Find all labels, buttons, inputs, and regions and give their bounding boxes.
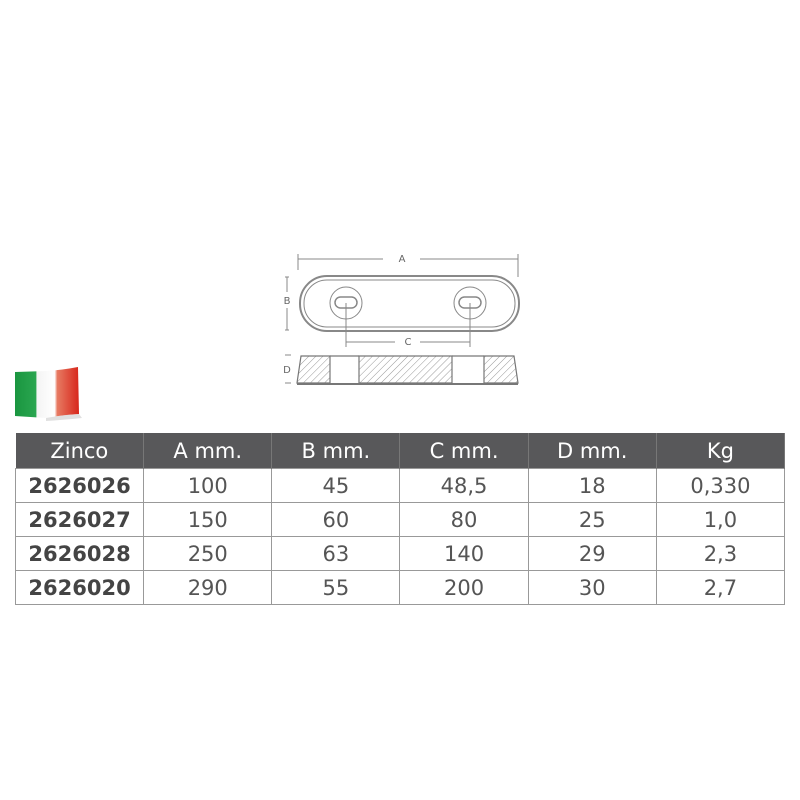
product-code-cell: 2626028 bbox=[14, 536, 145, 571]
table-row: 2626027 150 60 80 25 1,0 bbox=[14, 502, 786, 537]
table-cell: 2,7 bbox=[655, 570, 786, 605]
column-header: Kg bbox=[656, 433, 786, 469]
dimension-label-a: A bbox=[399, 254, 406, 265]
table-cell: 29 bbox=[527, 536, 657, 571]
table-cell: 63 bbox=[271, 536, 401, 571]
table-cell: 1,0 bbox=[655, 502, 786, 537]
table-cell: 100 bbox=[143, 468, 273, 503]
anode-technical-drawing: A B C D bbox=[283, 254, 520, 385]
table-row: 2626028 250 63 140 29 2,3 bbox=[14, 536, 786, 571]
table-cell: 200 bbox=[399, 570, 529, 605]
column-header: C mm. bbox=[399, 433, 529, 469]
product-specs-table: Zinco A mm. B mm. C mm. D mm. Kg 2626026… bbox=[14, 433, 786, 605]
table-header-row: Zinco A mm. B mm. C mm. D mm. Kg bbox=[15, 433, 786, 469]
dimension-label-c: C bbox=[405, 337, 412, 348]
table-cell: 2,3 bbox=[655, 536, 786, 571]
table-cell: 150 bbox=[143, 502, 273, 537]
table-cell: 45 bbox=[271, 468, 401, 503]
table-cell: 140 bbox=[399, 536, 529, 571]
table-cell: 55 bbox=[271, 570, 401, 605]
table-cell: 0,330 bbox=[655, 468, 786, 503]
product-code-cell: 2626026 bbox=[14, 468, 145, 503]
italy-flag-icon bbox=[15, 367, 82, 421]
table-cell: 80 bbox=[399, 502, 529, 537]
table-cell: 250 bbox=[143, 536, 273, 571]
column-header: D mm. bbox=[528, 433, 657, 469]
dimension-label-d: D bbox=[283, 365, 291, 376]
table-cell: 25 bbox=[527, 502, 657, 537]
table-cell: 60 bbox=[271, 502, 401, 537]
column-header: A mm. bbox=[143, 433, 273, 469]
table-cell: 18 bbox=[527, 468, 657, 503]
product-code-cell: 2626027 bbox=[14, 502, 145, 537]
product-code-cell: 2626020 bbox=[14, 570, 145, 605]
dimension-label-b: B bbox=[284, 296, 291, 307]
table-row: 2626026 100 45 48,5 18 0,330 bbox=[14, 468, 786, 503]
table-cell: 48,5 bbox=[399, 468, 529, 503]
column-header: B mm. bbox=[271, 433, 401, 469]
table-row: 2626020 290 55 200 30 2,7 bbox=[14, 570, 786, 605]
table-cell: 30 bbox=[527, 570, 657, 605]
column-header: Zinco bbox=[15, 433, 145, 469]
table-cell: 290 bbox=[143, 570, 273, 605]
